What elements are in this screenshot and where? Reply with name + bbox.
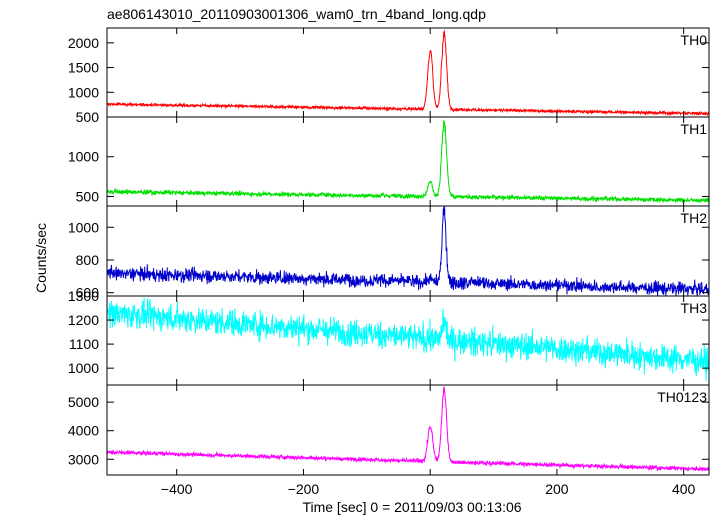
series-th1-line (107, 120, 709, 204)
panel-th0: 500 1000 1500 2000 TH0 (68, 27, 710, 125)
panel-label: TH1 (681, 121, 708, 137)
y-tick-label: 1000 (68, 360, 99, 376)
y-tick-label: 1000 (68, 219, 99, 235)
chart-title: ae806143010_20110903001306_wam0_trn_4ban… (107, 6, 486, 22)
x-tick-label: 400 (672, 481, 696, 497)
series-th0-line (107, 29, 709, 117)
x-tick-label: −200 (288, 481, 320, 497)
y-tick-label: 800 (76, 252, 100, 268)
y-tick-label: 4000 (68, 423, 99, 439)
y-tick-label: 3000 (68, 451, 99, 467)
panel-th3: 1000 1100 1200 1300 TH3 (68, 288, 710, 386)
panel-label: TH0 (681, 32, 708, 48)
panel-label: TH3 (681, 300, 708, 316)
series-th2-line (107, 206, 709, 296)
y-tick-label: 1100 (69, 336, 99, 352)
x-axis: −400 −200 0 200 400 (161, 481, 696, 497)
panel-label: TH0123 (657, 389, 707, 405)
y-tick-label: 1500 (68, 60, 99, 76)
y-tick-label: 1300 (68, 288, 99, 304)
y-tick-label: 500 (76, 188, 100, 204)
y-tick-label: 600 (76, 285, 100, 301)
series-th3-line (107, 297, 709, 381)
y-tick-label: 2000 (68, 35, 99, 51)
series-th0123-line (107, 386, 709, 472)
panel-th0123: 3000 4000 5000 TH0123 (68, 384, 710, 476)
y-axis-label: Counts/sec (33, 223, 49, 293)
y-tick-label: 500 (76, 109, 100, 125)
panel-label: TH2 (681, 210, 708, 226)
panel-th2: 600 800 1000 TH2 (68, 205, 710, 301)
x-tick-label: 0 (426, 481, 434, 497)
y-tick-label: 1200 (68, 312, 99, 328)
x-tick-label: −400 (161, 481, 193, 497)
x-tick-label: 200 (545, 481, 569, 497)
panel-th1: 500 1000 TH1 (68, 116, 710, 207)
y-tick-label: 1000 (68, 84, 99, 100)
y-tick-label: 5000 (68, 394, 99, 410)
panel-frame (106, 27, 710, 118)
panel-frame (106, 384, 710, 476)
x-axis-label: Time [sec] 0 = 2011/09/03 00:13:06 (302, 499, 521, 515)
panels: 500 1000 1500 2000 TH0 500 1000 TH1 600 800 1000 TH… (68, 27, 710, 476)
y-tick-label: 1000 (68, 149, 99, 165)
